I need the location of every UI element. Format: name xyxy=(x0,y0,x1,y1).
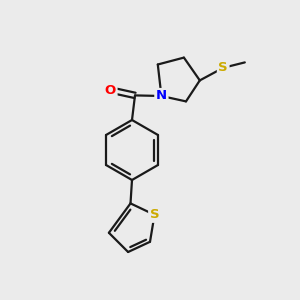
Text: O: O xyxy=(105,83,116,97)
Text: N: N xyxy=(156,89,167,103)
Text: S: S xyxy=(150,208,159,221)
Text: S: S xyxy=(218,61,228,74)
